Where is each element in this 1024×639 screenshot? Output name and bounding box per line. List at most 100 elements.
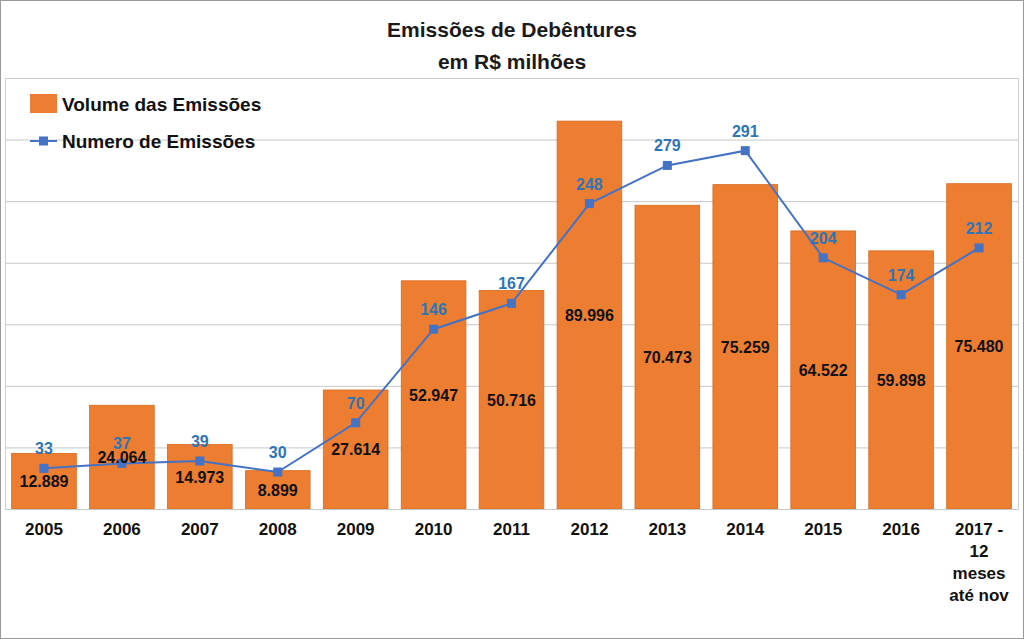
bar-label: 75.480: [955, 338, 1004, 355]
bar: [479, 290, 544, 509]
subtitle: em R$ milhões: [438, 50, 586, 73]
marker: [195, 456, 204, 465]
x-tick-label: 2008: [259, 520, 297, 539]
line-label: 291: [732, 123, 759, 140]
marker: [897, 290, 906, 299]
grid-line: [5, 509, 1018, 510]
bar: [167, 444, 232, 509]
chart-container: Emissões de Debêntures em R$ milhões 12.88…: [0, 0, 1024, 639]
bar: [557, 121, 622, 509]
bar-label: 50.716: [487, 392, 536, 409]
x-tick: 2017 -12mesesaté nov: [949, 509, 1009, 605]
x-tick-label: 2010: [415, 520, 453, 539]
bar: [323, 390, 388, 509]
y2-tick: [5, 509, 1018, 510]
x-tick-label: 2007: [181, 520, 219, 539]
bar: [713, 185, 778, 509]
x-tick: 2012: [571, 509, 609, 539]
y2-axis: [5, 79, 1019, 510]
x-tick-label: 2006: [103, 520, 141, 539]
y-tick: [5, 78, 1018, 79]
x-tick: 2006: [103, 509, 141, 539]
x-axis-line: [6, 509, 1019, 510]
line-label: 39: [191, 433, 209, 450]
plot-area: [12, 121, 1012, 509]
bar-label: 8.899: [258, 482, 298, 499]
x-tick-label: 2009: [337, 520, 375, 539]
line-label: 174: [888, 267, 915, 284]
y-tick: [5, 509, 1018, 510]
x-tick: 2008: [259, 509, 297, 539]
x-tick: 2016: [882, 509, 920, 539]
x-tick-label: 2013: [648, 520, 686, 539]
bar-label: 14.973: [175, 469, 224, 486]
x-tick: 2011: [493, 509, 530, 539]
line-label: 279: [654, 137, 681, 154]
x-tick-label: 2017 -12mesesaté nov: [949, 520, 1009, 605]
legend: Volume das EmissõesNumero de Emissões: [30, 94, 261, 152]
x-tick-label: 2005: [25, 520, 63, 539]
bar: [869, 251, 934, 509]
y-axis: [5, 79, 1018, 510]
bar-label: 27.614: [331, 441, 380, 458]
bar: [12, 453, 77, 509]
line: [44, 151, 979, 472]
x-axis: 2005 2006 2007 2008 2009 2010 2011 2012 2013 2014…: [6, 509, 1019, 605]
bar: [635, 205, 700, 509]
bar-label: 75.259: [721, 339, 770, 356]
x-tick-label: 2016: [882, 520, 920, 539]
x-tick: 2014: [726, 509, 764, 539]
y2-tick: [5, 78, 1018, 79]
line-label: 33: [35, 440, 53, 457]
data-labels: 12.88924.06414.9738.89927.61452.94750.71…: [19, 123, 1003, 499]
legend-label: Volume das Emissões: [62, 94, 261, 115]
line-label: 30: [269, 444, 287, 461]
x-tick-label: 2014: [726, 520, 764, 539]
y-axis-line: [6, 79, 1019, 510]
bar-label: 70.473: [643, 349, 692, 366]
marker: [663, 161, 672, 170]
frame: [1, 1, 1024, 639]
y2-tick: [5, 263, 1018, 264]
marker: [507, 299, 516, 308]
bar-label: 89.996: [565, 307, 614, 324]
line-label: 167: [498, 275, 525, 292]
line-label: 70: [347, 395, 365, 412]
x-tick: 2010: [415, 509, 453, 539]
marker: [351, 418, 360, 427]
grid-line: [5, 509, 1018, 510]
marker: [975, 243, 984, 252]
x-tick-label: 2011: [493, 520, 530, 539]
bar: [401, 281, 466, 509]
grid-line: [5, 263, 1018, 264]
grid-line: [5, 201, 1018, 202]
chart-svg: Emissões de Debêntures em R$ milhões 12.88…: [0, 0, 1024, 639]
legend-marker: [39, 137, 48, 146]
bar: [947, 184, 1012, 509]
marker: [585, 199, 594, 208]
marker: [741, 146, 750, 155]
line-label: 248: [576, 176, 603, 193]
bar-label: 12.889: [19, 473, 68, 490]
bar-label: 52.947: [409, 387, 458, 404]
x-tick-label: 2015: [804, 520, 842, 539]
line-label: 204: [810, 230, 837, 247]
line-label: 146: [420, 301, 447, 318]
title: Emissões de Debêntures: [387, 18, 637, 41]
marker: [273, 468, 282, 477]
y2-axis-line: [5, 79, 1019, 510]
bar: [90, 405, 155, 509]
grid-line: [5, 78, 1018, 79]
x-tick: 2005: [25, 509, 63, 539]
marker: [429, 325, 438, 334]
x-tick: 2015: [804, 509, 842, 539]
x-tick: 2009: [337, 509, 375, 539]
marker: [819, 253, 828, 262]
x-tick: 2013: [648, 509, 686, 539]
line-label: 37: [113, 435, 131, 452]
background: [0, 0, 1024, 639]
bar: [791, 231, 856, 509]
grid-line: [5, 78, 1018, 79]
x-tick-label: 2012: [571, 520, 609, 539]
y2-tick: [5, 201, 1018, 202]
